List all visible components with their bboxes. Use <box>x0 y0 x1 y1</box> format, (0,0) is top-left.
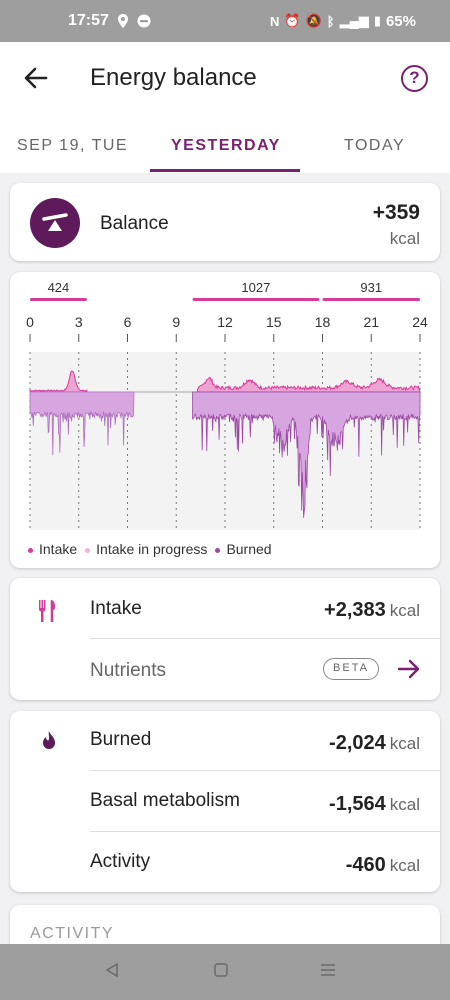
alarm-icon: ⏰ <box>284 13 301 28</box>
segment-bar-1 <box>192 298 320 301</box>
chart-legend: Intake Intake in progress Burned <box>28 541 272 557</box>
intake-area-night <box>29 370 88 393</box>
x-tick-label-15: 15 <box>266 314 282 330</box>
active-tab-indicator <box>150 169 300 172</box>
status-time: 17:57 <box>68 12 109 29</box>
location-icon <box>117 14 128 28</box>
x-tick-label-12: 12 <box>217 314 233 330</box>
scale-icon <box>30 198 80 248</box>
arrow-left-icon[interactable] <box>20 62 52 94</box>
basal-metabolism-label: Basal metabolism <box>90 790 240 811</box>
burned-label: Burned <box>90 729 152 750</box>
app-bar: Energy balance ? <box>0 42 450 117</box>
x-tick-label-6: 6 <box>124 314 132 330</box>
fork-knife-icon <box>39 600 55 622</box>
intake-area-day <box>196 376 421 393</box>
beta-badge: BETA <box>323 658 379 680</box>
bluetooth-icon: ᛒ <box>326 13 335 29</box>
activity-value: -460 kcal <box>345 854 420 876</box>
burned-card[interactable]: Burned -2,024 kcal Basal metabolism -1,56… <box>10 711 440 892</box>
legend-burned: Burned <box>215 541 272 557</box>
burned-area-night <box>29 391 135 456</box>
legend-intake: Intake <box>28 541 77 557</box>
segment-bar-2 <box>322 298 420 301</box>
activity-heading: ACTIVITY <box>30 925 115 942</box>
divider <box>90 638 440 639</box>
page-title: Energy balance <box>90 64 257 91</box>
dnd-icon <box>137 14 151 28</box>
intake-value: +2,383 kcal <box>324 599 420 621</box>
signal-icon: ▂▄▆ <box>339 13 369 28</box>
basal-metabolism-value: -1,564 kcal <box>329 793 420 815</box>
nutrients-label[interactable]: Nutrients <box>90 660 167 681</box>
divider <box>90 770 440 771</box>
intake-label: Intake <box>90 598 142 619</box>
segment-label-2: 931 <box>360 280 382 295</box>
tab-sep-19[interactable]: SEP 19, TUE <box>17 137 129 154</box>
burned-area-day <box>192 391 421 518</box>
energy-chart-card: 424 1027 931 0 3 6 9 12 15 18 21 24 Intake Intake i… <box>10 272 440 568</box>
balance-card[interactable]: Balance +359 kcal <box>10 183 440 261</box>
flame-icon <box>43 731 55 749</box>
segment-label-1: 1027 <box>241 280 270 295</box>
x-tick-label-3: 3 <box>75 314 83 330</box>
nav-home-icon[interactable] <box>213 962 229 978</box>
balance-label: Balance <box>100 213 169 234</box>
nav-menu-icon[interactable] <box>320 962 336 978</box>
date-tabs: SEP 19, TUE YESTERDAY TODAY <box>0 117 450 173</box>
battery-icon: ▮ <box>373 13 381 28</box>
balance-value: +359 <box>372 201 420 224</box>
x-tick-label-9: 9 <box>172 314 180 330</box>
segment-label-0: 424 <box>48 280 70 295</box>
balance-unit: kcal <box>389 229 420 248</box>
x-tick-label-0: 0 <box>26 314 34 330</box>
status-bar: 17:57 N ⏰ 🔕 ᛒ ▂▄▆ ▮ 65% <box>0 0 450 42</box>
tab-yesterday[interactable]: YESTERDAY <box>171 137 281 154</box>
plot-area <box>30 352 420 530</box>
energy-chart: 424 1027 931 0 3 6 9 12 15 18 21 24 <box>26 280 428 530</box>
nav-back-icon[interactable] <box>104 962 120 978</box>
nfc-icon: N <box>270 13 280 29</box>
arrow-right-icon[interactable] <box>397 658 421 680</box>
system-nav-bar <box>0 944 450 1000</box>
legend-intake-in-progress: Intake in progress <box>85 541 207 557</box>
activity-label: Activity <box>90 851 151 872</box>
burned-value: -2,024 kcal <box>329 732 420 754</box>
tab-today[interactable]: TODAY <box>344 137 406 154</box>
x-tick-label-21: 21 <box>363 314 379 330</box>
battery-level: 65% <box>385 12 416 30</box>
divider <box>90 831 440 832</box>
x-tick-label-18: 18 <box>315 314 331 330</box>
intake-card[interactable]: Intake +2,383 kcal Nutrients BETA <box>10 578 440 700</box>
mute-icon: 🔕 <box>305 13 322 28</box>
segment-bar-0 <box>30 298 87 301</box>
help-circle-icon[interactable]: ? <box>401 65 428 92</box>
x-tick-label-24: 24 <box>412 314 428 330</box>
